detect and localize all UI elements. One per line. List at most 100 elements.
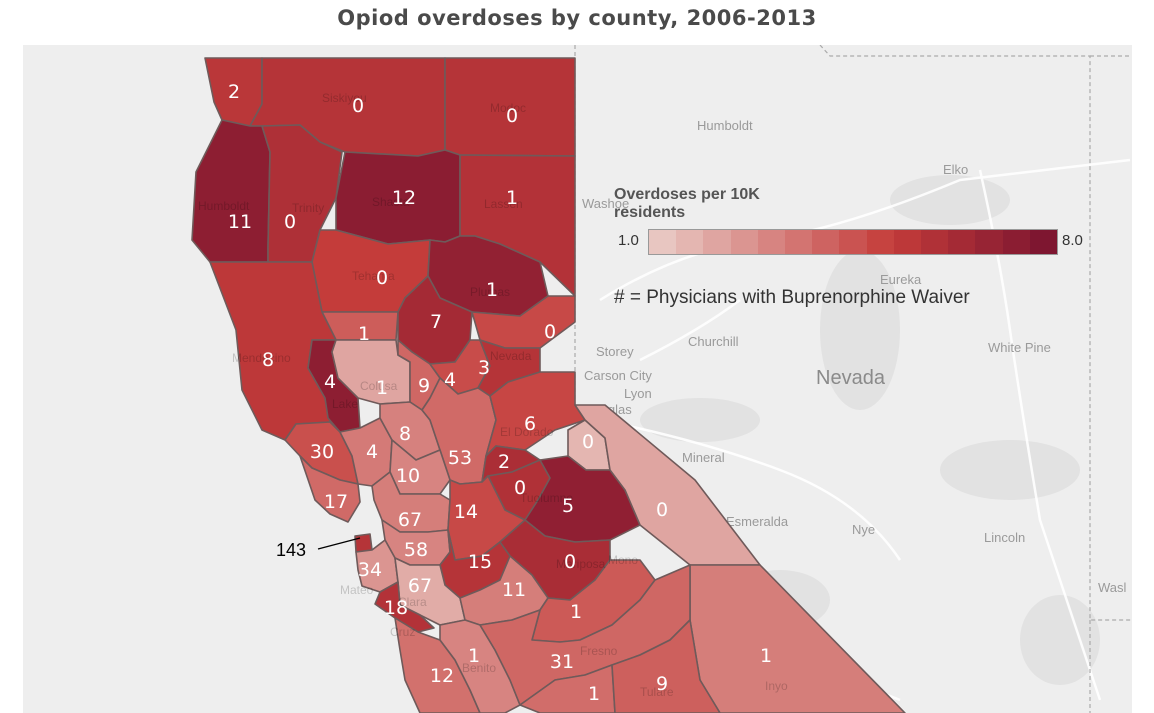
legend-max-label: 8.0	[1062, 232, 1083, 249]
physician-count-label: 0	[376, 267, 388, 289]
legend-swatch	[676, 230, 704, 254]
svg-text:Cruz: Cruz	[390, 625, 415, 639]
svg-text:Shasta: Shasta	[372, 195, 410, 209]
svg-text:Tulare: Tulare	[640, 685, 674, 699]
county-region[interactable]	[611, 619, 721, 713]
legend-swatch	[975, 230, 1003, 254]
map-frame[interactable]: Humboldt Elko Washoe Eureka Churchill St…	[23, 45, 1132, 713]
place-label: Storey	[596, 344, 634, 359]
svg-text:Mono: Mono	[608, 553, 638, 567]
physician-count-label: 1	[358, 323, 370, 345]
physician-count-label: 14	[454, 501, 478, 523]
place-label: Washoe	[582, 196, 629, 211]
legend-swatch	[649, 230, 677, 254]
physician-count-label: 53	[448, 447, 472, 469]
physician-count-label: 1	[376, 377, 388, 399]
physician-count-label: 4	[324, 371, 336, 393]
physician-count-label: 3	[478, 357, 490, 379]
legend-swatch	[948, 230, 976, 254]
physician-count-label: 0	[544, 321, 556, 343]
legend-swatch	[1002, 230, 1030, 254]
physician-count-label: 1	[588, 683, 600, 705]
county-region[interactable]	[374, 581, 435, 633]
legend-title: Overdoses per 10K residents	[614, 186, 814, 222]
place-label: Humboldt	[697, 118, 753, 133]
physician-count-label: 4	[366, 441, 378, 463]
legend-swatch	[703, 230, 731, 254]
callout-leader-line	[317, 537, 361, 550]
legend-swatch	[1029, 230, 1058, 254]
svg-text:Lake: Lake	[332, 397, 358, 411]
svg-text:Colusa: Colusa	[360, 379, 398, 393]
physician-count-label: 9	[656, 673, 668, 695]
svg-text:Nevada: Nevada	[490, 349, 532, 363]
svg-text:Benito: Benito	[462, 661, 496, 675]
physician-count-label: 0	[514, 477, 526, 499]
place-label: Mineral	[682, 450, 725, 465]
svg-text:Inyo: Inyo	[765, 679, 788, 693]
physician-count-label: 6	[524, 413, 536, 435]
legend-swatch	[839, 230, 867, 254]
physician-count-label: 17	[324, 491, 348, 513]
physician-count-label: 1	[760, 645, 772, 667]
county-region[interactable]	[439, 619, 521, 713]
region-label: Nevada	[816, 367, 886, 389]
place-label: Carson City	[584, 368, 652, 383]
physician-count-label: 15	[468, 551, 492, 573]
legend-swatch	[812, 230, 840, 254]
legend-title-line: residents	[614, 204, 686, 221]
physician-count-label: 18	[384, 597, 408, 619]
physician-count-label: 12	[430, 665, 454, 687]
legend-swatch	[921, 230, 949, 254]
svg-text:Clara: Clara	[398, 595, 427, 609]
legend-note: # = Physicians with Buprenorphine Waiver	[614, 287, 970, 308]
place-label: Eureka	[880, 272, 922, 287]
svg-text:El Dorado: El Dorado	[500, 425, 554, 439]
county-region[interactable]	[354, 533, 373, 553]
place-label: Nye	[852, 522, 875, 537]
legend-swatch	[785, 230, 813, 254]
physician-count-label: 0	[284, 211, 296, 233]
physician-count-label: 0	[506, 105, 518, 127]
physician-count-label: 8	[399, 423, 411, 445]
ghost-county-names: Siskiyou Modoc Humboldt Trinity Shasta L…	[198, 91, 788, 699]
legend-swatch	[866, 230, 894, 254]
svg-text:Mariposa: Mariposa	[556, 557, 606, 571]
county-region[interactable]	[485, 371, 586, 457]
place-label: Lincoln	[984, 530, 1025, 545]
svg-text:Trinity: Trinity	[292, 201, 324, 215]
place-label: White Pine	[988, 340, 1051, 355]
physician-count-label: 2	[498, 451, 510, 473]
place-label: Lyon	[624, 386, 652, 401]
map-title: Opiod overdoses by county, 2006-2013	[337, 6, 817, 30]
svg-text:Plumas: Plumas	[470, 285, 510, 299]
svg-text:Siskiyou: Siskiyou	[322, 91, 367, 105]
physician-count-label: 0	[656, 499, 668, 521]
physician-count-label: 0	[582, 431, 594, 453]
legend-color-ramp	[648, 229, 1058, 255]
svg-text:Tuolumne: Tuolumne	[520, 491, 573, 505]
choropleth-map[interactable]: Humboldt Elko Washoe Eureka Churchill St…	[23, 45, 1132, 713]
legend-swatch	[757, 230, 786, 254]
physician-count-label: 10	[396, 465, 420, 487]
physician-count-label: 7	[430, 311, 442, 333]
physician-count-label: 0	[352, 95, 364, 117]
physician-count-label: 30	[310, 441, 334, 463]
terrain-texture	[640, 175, 1100, 685]
physician-count-label: 1	[570, 601, 582, 623]
physician-count-label: 8	[262, 349, 274, 371]
place-label: Churchill	[688, 334, 739, 349]
legend-min-label: 1.0	[618, 232, 639, 249]
physician-count-label: 2	[228, 81, 240, 103]
physician-count-label: 58	[404, 539, 428, 561]
legend-swatch	[893, 230, 922, 254]
basemap-labels: Humboldt Elko Washoe Eureka Churchill St…	[582, 118, 1127, 595]
county-region[interactable]	[519, 664, 616, 713]
physician-count-label: 31	[550, 651, 574, 673]
county-region[interactable]	[299, 455, 361, 523]
physician-count-label: 11	[502, 579, 526, 601]
place-label: Esmeralda	[726, 514, 789, 529]
physician-count-label: 1	[468, 645, 480, 667]
physician-count-labels: 2 0 0 11 0 12 1 0 1 1 7 0 8 4 1 9 4 3 30…	[228, 81, 772, 705]
physician-count-label: 9	[418, 375, 430, 397]
